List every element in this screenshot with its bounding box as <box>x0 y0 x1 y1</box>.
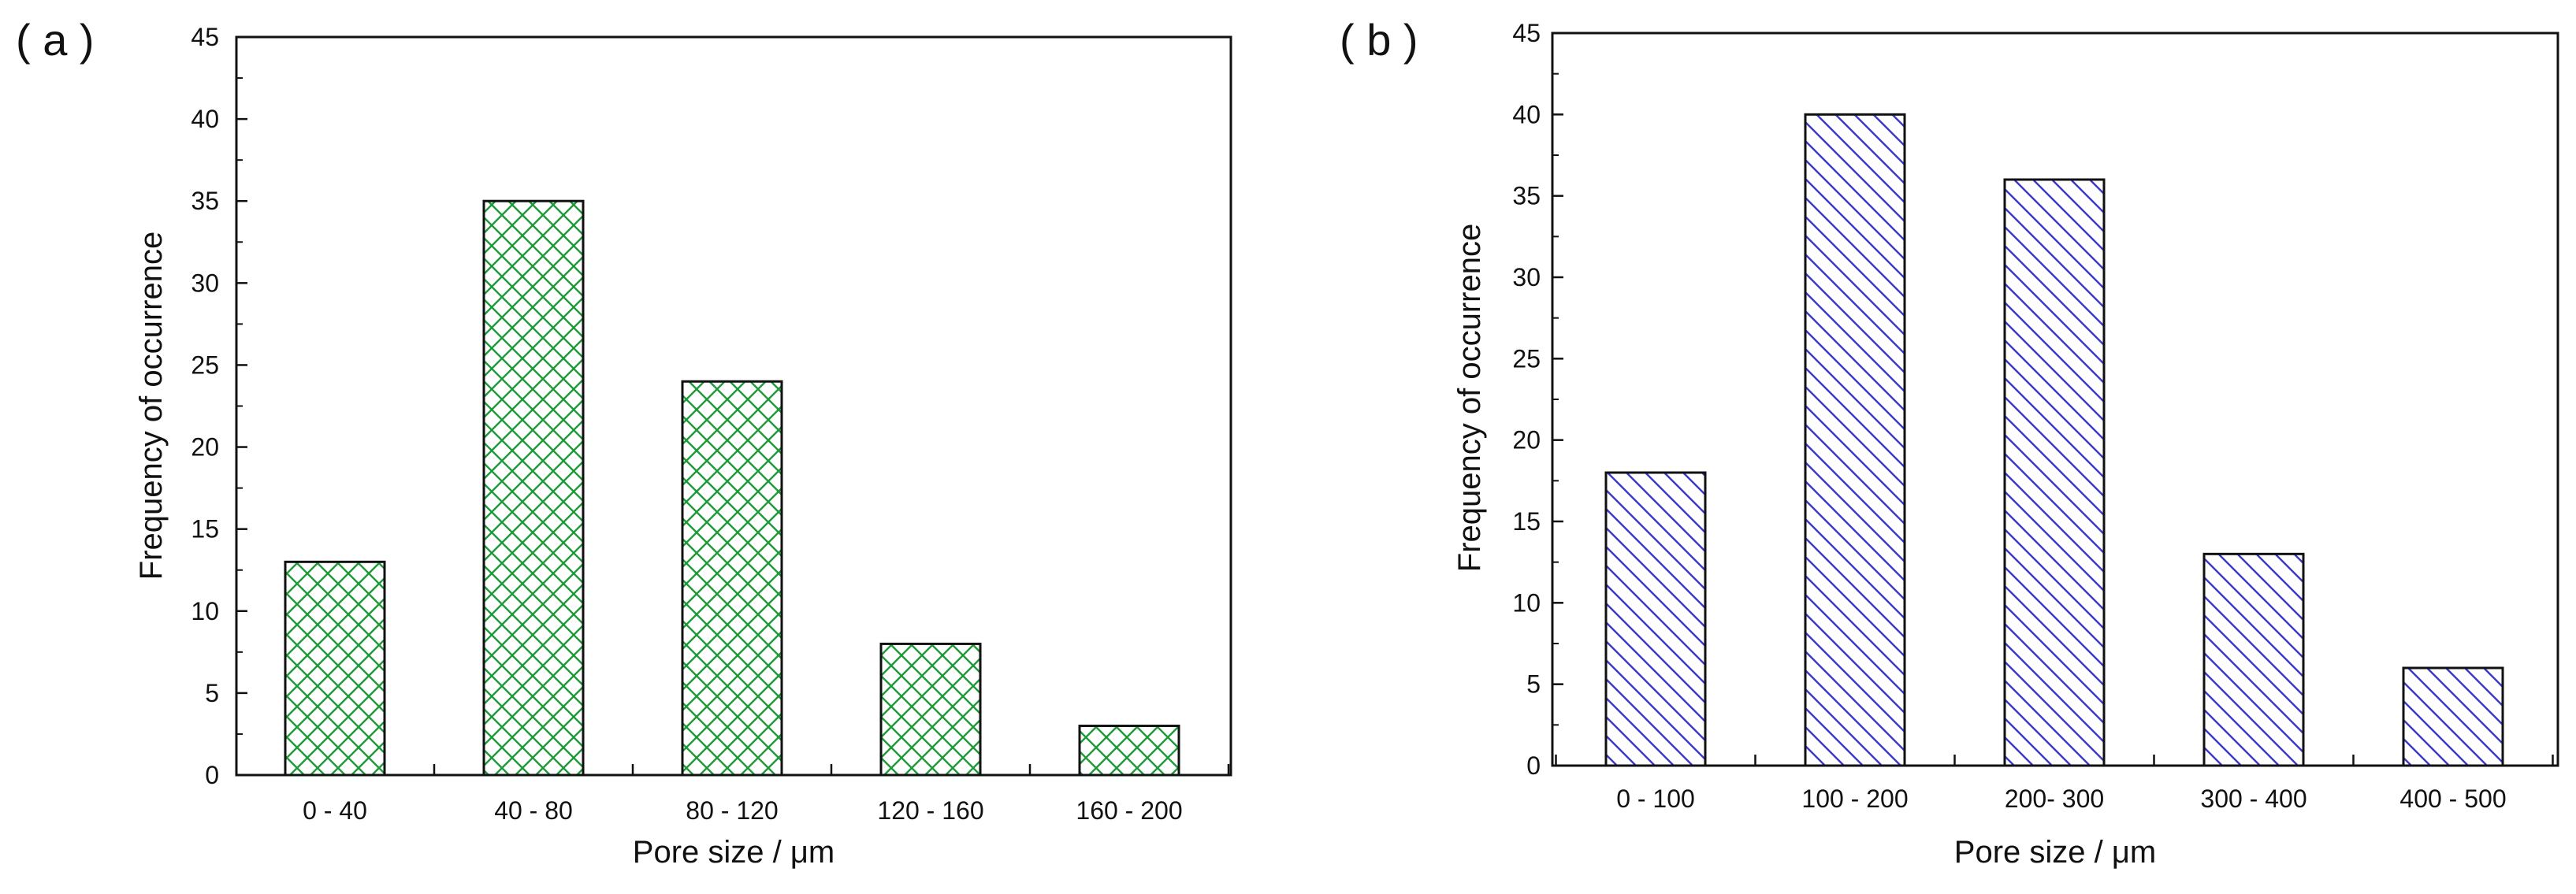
y-tick-label-a: 45 <box>191 23 219 51</box>
x-axis-b: 0 - 100 100 - 200 200- 300 300 - 400 400 - 5… <box>1555 755 2554 813</box>
bars-b <box>1604 113 2504 767</box>
y-tick-label-a: 25 <box>191 351 219 379</box>
bar-a-4 <box>879 642 982 777</box>
x-tick-label-a: 160 - 200 <box>1076 796 1182 825</box>
bar-a-5 <box>1078 725 1180 777</box>
bar-a-3 <box>681 380 783 777</box>
y-axis-a: 0 5 10 15 20 25 30 35 40 45 <box>191 23 247 789</box>
x-axis-title-a: Pore size / μm <box>633 835 835 870</box>
x-tick-label-b: 100 - 200 <box>1801 785 1908 813</box>
bar-a-1 <box>284 560 386 777</box>
y-tick-label-a: 10 <box>191 597 219 625</box>
y-tick-label-a: 0 <box>205 761 219 789</box>
bar-b-2 <box>1804 113 1906 767</box>
y-tick-label-a: 15 <box>191 515 219 543</box>
x-tick-label-b: 400 - 500 <box>2399 785 2506 813</box>
y-tick-label-a: 30 <box>191 269 219 297</box>
y-tick-label-a: 40 <box>191 105 219 133</box>
y-tick-label-b: 5 <box>1526 670 1541 699</box>
x-axis-title-b: Pore size / μm <box>1954 835 2156 870</box>
bar-b-4 <box>2202 552 2305 767</box>
x-tick-label-a: 80 - 120 <box>686 796 778 825</box>
y-tick-label-b: 0 <box>1526 751 1541 780</box>
chart-panel-a: ( a ) 0 5 10 15 20 25 30 35 40 45 0 - 40 40 - 80 80… <box>16 15 1232 870</box>
bar-b-5 <box>2402 666 2504 767</box>
x-tick-label-b: 300 - 400 <box>2200 785 2307 813</box>
bar-b-3 <box>2003 178 2106 767</box>
panel-label-b: ( b ) <box>1340 15 1418 65</box>
bar-b-1 <box>1604 471 1707 767</box>
y-tick-label-b: 10 <box>1512 588 1541 617</box>
chart-panel-b: ( b ) 0 5 10 15 20 25 30 35 40 45 0 - 100 100 - 20… <box>1340 15 2559 870</box>
x-axis-a: 0 - 40 40 - 80 80 - 120 120 - 160 160 - 200 <box>303 764 1230 825</box>
bar-a-2 <box>482 199 585 777</box>
x-tick-label-a: 40 - 80 <box>494 796 573 825</box>
y-axis-b: 0 5 10 15 20 25 30 35 40 45 <box>1512 19 1563 780</box>
x-tick-label-b: 200- 300 <box>2005 785 2104 813</box>
y-tick-label-b: 25 <box>1512 344 1541 373</box>
y-tick-label-b: 35 <box>1512 182 1541 210</box>
y-tick-label-a: 5 <box>205 679 219 707</box>
x-tick-label-a: 120 - 160 <box>877 796 983 825</box>
y-tick-label-b: 15 <box>1512 507 1541 536</box>
y-axis-title-b: Frequency of occurrence <box>1452 224 1487 572</box>
bars-a <box>284 199 1180 777</box>
y-axis-title-a: Frequency of occurrence <box>134 232 169 580</box>
y-tick-label-b: 40 <box>1512 100 1541 128</box>
panel-label-a: ( a ) <box>16 15 95 65</box>
y-tick-label-b: 30 <box>1512 263 1541 291</box>
x-tick-label-a: 0 - 40 <box>303 796 367 825</box>
y-tick-label-b: 20 <box>1512 426 1541 454</box>
y-tick-label-b: 45 <box>1512 19 1541 47</box>
x-tick-label-b: 0 - 100 <box>1616 785 1695 813</box>
y-tick-label-a: 20 <box>191 433 219 462</box>
y-tick-label-a: 35 <box>191 187 219 215</box>
